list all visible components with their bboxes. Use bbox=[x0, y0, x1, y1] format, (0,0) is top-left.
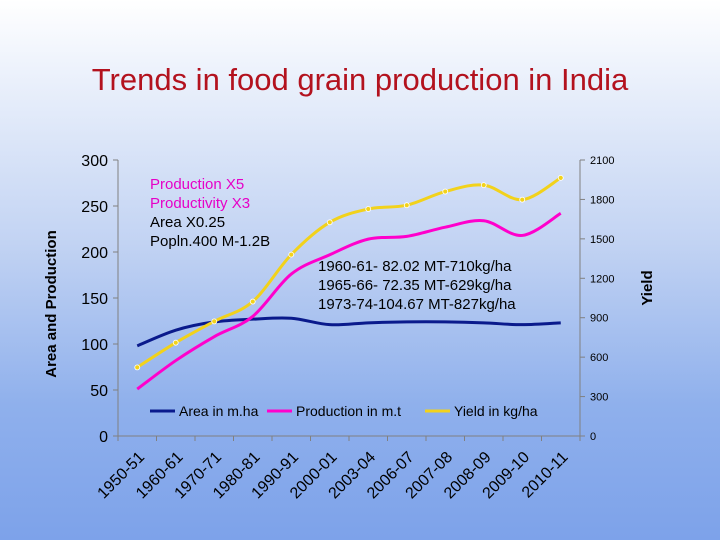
right-axis-title: Yield bbox=[639, 270, 656, 305]
population-note: Popln.400 M-1.2B bbox=[150, 233, 271, 250]
drought-line-1: 1960-61- 82.02 MT-710kg/ha bbox=[318, 258, 512, 275]
left-tick-label: 100 bbox=[81, 337, 108, 354]
left-tick-label: 300 bbox=[81, 153, 108, 170]
series-point-yield-in-kg-ha bbox=[288, 251, 295, 258]
left-tick-label: 250 bbox=[81, 199, 108, 216]
series-point-yield-in-kg-ha bbox=[172, 339, 179, 346]
series-line-area-in-m-ha bbox=[136, 316, 561, 348]
right-tick-label: 1500 bbox=[590, 234, 614, 246]
legend-label-area-in-m-ha: Area in m.ha bbox=[179, 403, 259, 419]
right-tick-label: 2100 bbox=[590, 155, 614, 167]
series-point-yield-in-kg-ha bbox=[519, 196, 526, 203]
series-point-yield-in-kg-ha bbox=[442, 188, 449, 195]
left-axis-title: Area and Production bbox=[43, 230, 60, 378]
production-multiplier: Production X5 bbox=[150, 176, 245, 193]
series-point-yield-in-kg-ha bbox=[249, 298, 256, 305]
series-point-yield-in-kg-ha bbox=[365, 206, 372, 212]
growth-multipliers-annotation: Production X5 Productivity X3 Area X0.25… bbox=[150, 175, 270, 251]
series-point-yield-in-kg-ha bbox=[211, 318, 218, 325]
series-point-yield-in-kg-ha bbox=[134, 364, 141, 371]
drought-line-3: 1973-74-104.67 MT-827kg/ha bbox=[318, 296, 516, 313]
left-tick-label: 150 bbox=[81, 291, 108, 308]
right-tick-label: 1800 bbox=[590, 194, 614, 206]
series-point-yield-in-kg-ha bbox=[326, 219, 333, 226]
legend-label-yield-in-kg-ha: Yield in kg/ha bbox=[454, 403, 538, 419]
area-multiplier: Area X0.25 bbox=[150, 214, 226, 231]
legend-label-production-in-m-t: Production in m.t bbox=[296, 403, 401, 419]
left-tick-label: 0 bbox=[99, 429, 108, 446]
series-line-production-in-m-t bbox=[136, 212, 562, 391]
left-tick-label: 200 bbox=[81, 245, 108, 262]
right-tick-label: 900 bbox=[590, 313, 608, 325]
series-line-yield-in-kg-ha bbox=[136, 176, 562, 369]
right-tick-label: 1200 bbox=[590, 273, 614, 285]
series-point-yield-in-kg-ha bbox=[480, 182, 487, 189]
chart-title: Trends in food grain production in India bbox=[91, 62, 629, 97]
drought-line-2: 1965-66- 72.35 MT-629kg/ha bbox=[318, 277, 512, 294]
right-tick-label: 0 bbox=[590, 431, 596, 443]
drought-years-annotation: 1960-61- 82.02 MT-710kg/ha 1965-66- 72.3… bbox=[318, 257, 516, 314]
right-tick-label: 300 bbox=[590, 392, 608, 404]
series-point-yield-in-kg-ha bbox=[403, 202, 410, 209]
series-point-yield-in-kg-ha bbox=[557, 174, 564, 181]
left-tick-label: 50 bbox=[90, 383, 108, 400]
productivity-multiplier: Productivity X3 bbox=[150, 195, 251, 212]
right-tick-label: 600 bbox=[590, 352, 608, 364]
